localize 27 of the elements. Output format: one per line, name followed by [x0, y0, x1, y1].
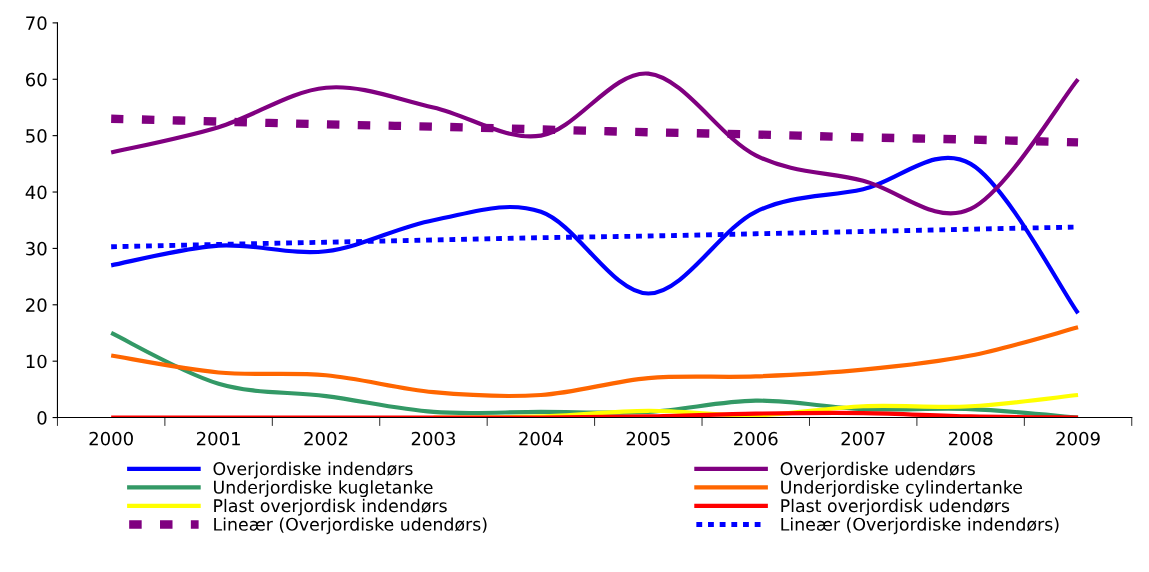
line-series [109, 325, 1081, 399]
x-tick-label: 2003 [411, 431, 455, 446]
y-tick-label: 40 [25, 185, 47, 200]
legend-label: Plast overjordisk udendørs [781, 498, 1010, 516]
x-tick-label: 2007 [841, 431, 885, 446]
y-tick-label: 70 [26, 16, 47, 30]
x-tick-label: 2006 [734, 431, 778, 446]
y-tick-label: 10 [26, 354, 47, 369]
x-tick-label: 2009 [1056, 431, 1100, 446]
x-tick-label: 2002 [304, 431, 348, 446]
y-tick-label: 20 [26, 298, 47, 312]
legend-label: Lineær (Overjordiske indendørs) [781, 517, 1059, 535]
y-tick-label: 60 [26, 72, 47, 87]
x-tick-label: 2000 [89, 431, 133, 446]
legend-label: Underjordiske kugletanke [214, 480, 433, 498]
x-tick-label: 2001 [196, 431, 240, 446]
x-tick-label: 2004 [519, 431, 563, 446]
y-tick-label: 0 [37, 411, 47, 425]
legend-label: Lineær (Overjordiske udendørs) [214, 517, 487, 535]
legend-label: Underjordiske cylindertanke [781, 480, 1022, 498]
y-tick-label: 30 [26, 241, 47, 256]
legend-label: Overjordiske indendørs [213, 461, 413, 479]
y-tick-label: 50 [26, 129, 47, 143]
legend-label: Overjordiske udendørs [780, 461, 975, 479]
legend-label: Plast overjordisk indendørs [214, 498, 447, 516]
x-tick-label: 2008 [948, 431, 993, 446]
x-tick-label: 2005 [626, 431, 670, 446]
